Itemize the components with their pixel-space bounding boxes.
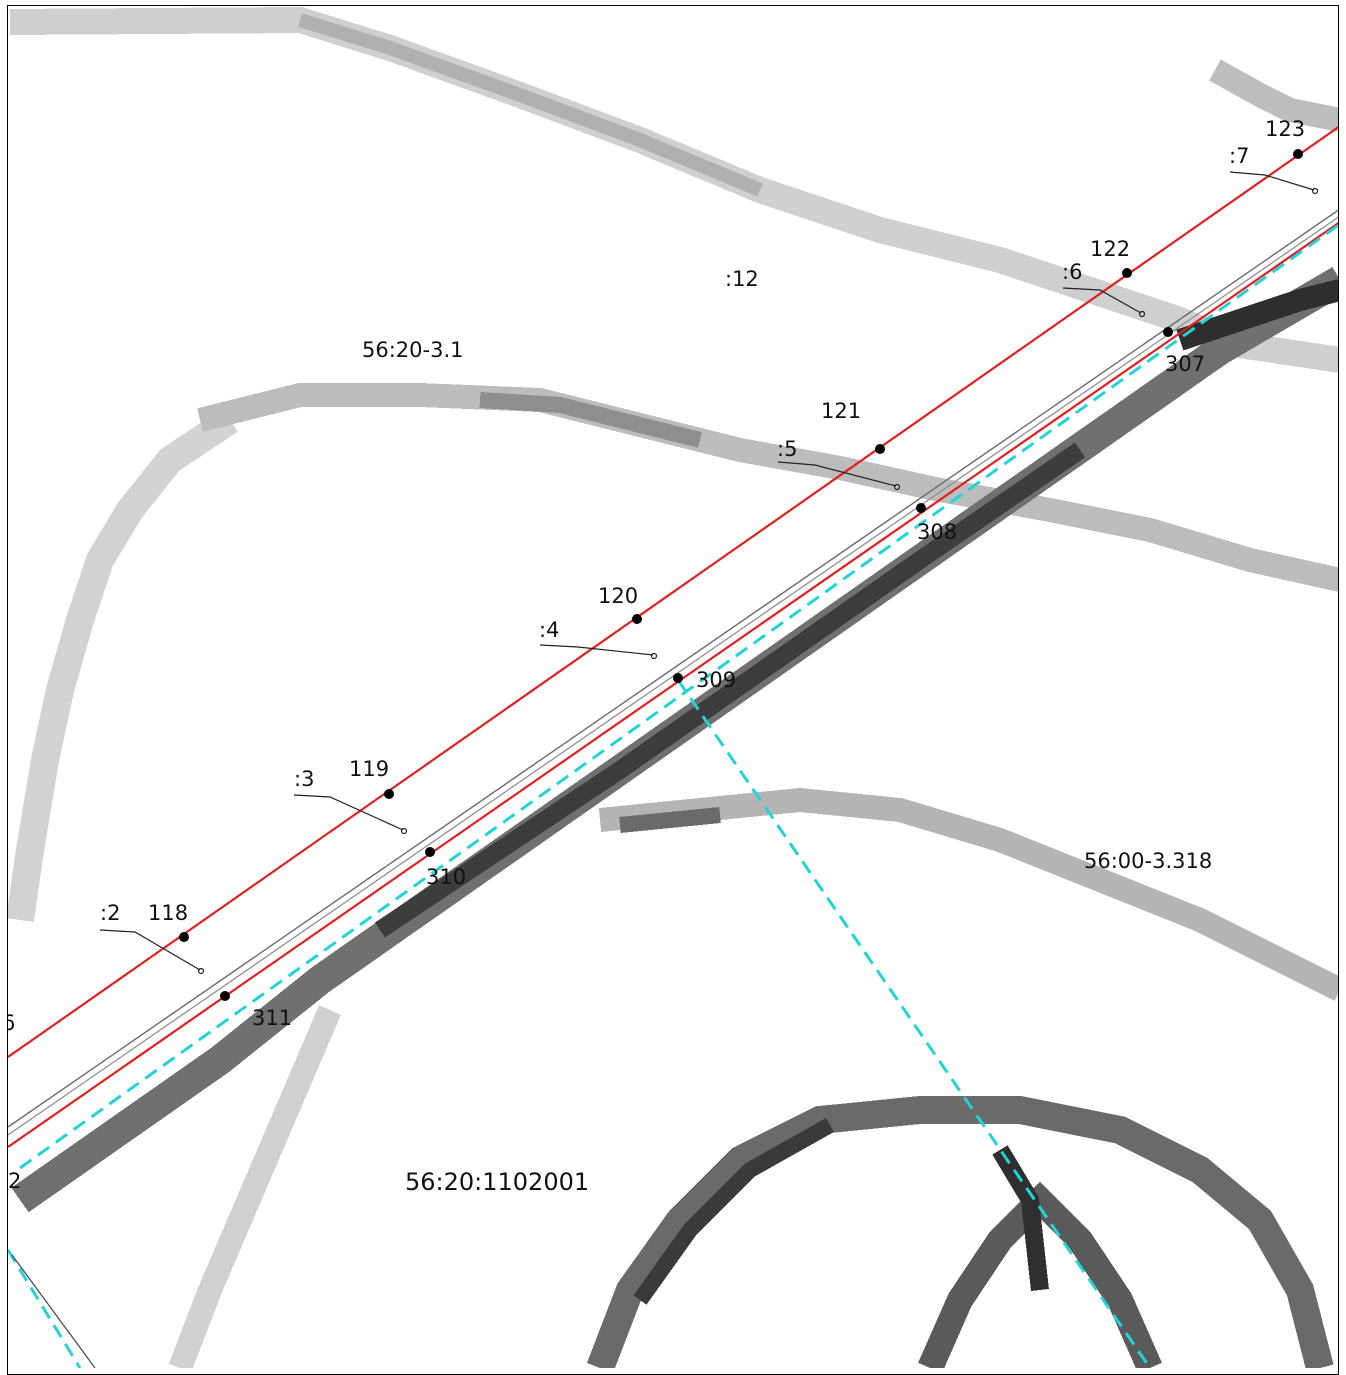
point-label-118: 118 [148, 901, 188, 925]
raster-contour-bottom-arc [586, 1096, 1334, 1368]
vertex-123 [1293, 149, 1303, 159]
boundary-grey-line-1 [8, 209, 1338, 1128]
point-label-309: 309 [696, 668, 736, 692]
sub-label-2: :2 [100, 901, 120, 925]
vertex-120 [632, 614, 642, 624]
point-label-310: 310 [426, 865, 466, 889]
point-label-311: 311 [252, 1006, 292, 1030]
edge-label-left-bottom: 2 [8, 1169, 21, 1193]
vertex-122 [1122, 268, 1132, 278]
boundary-red-upper [8, 126, 1338, 1058]
vertex-311 [220, 991, 230, 1001]
sub-label-6: :6 [1062, 260, 1082, 284]
vertex-118 [179, 932, 189, 942]
vertex-121 [875, 444, 885, 454]
point-label-119: 119 [349, 757, 389, 781]
point-label-307: 307 [1165, 352, 1205, 376]
sub-parcel-leaders [99, 171, 1319, 975]
area-label-zone-56-00-3-318: 56:00-3.318 [1084, 849, 1212, 873]
vertex-309 [673, 673, 683, 683]
vertex-308 [916, 503, 926, 513]
boundary-cyan-dashed [19, 223, 1338, 1170]
sub-label-4: :4 [539, 618, 559, 642]
vertex-307 [1163, 327, 1173, 337]
vertex-points [179, 149, 1303, 1001]
point-label-121: 121 [821, 399, 861, 423]
vertex-119 [384, 789, 394, 799]
area-label-quarter: 56:20:1102001 [405, 1168, 589, 1196]
vertex-310 [425, 847, 435, 857]
area-label-zone-56-20-3-1: 56:20-3.1 [362, 338, 464, 362]
boundary-red-lower [8, 222, 1338, 1148]
raster-contour-top [9, 6, 1338, 373]
point-label-123: 123 [1265, 117, 1305, 141]
area-label-parcel-12: :12 [725, 267, 759, 291]
point-label-122: 122 [1090, 237, 1130, 261]
boundary-cyan-left [8, 1249, 82, 1368]
point-label-120: 120 [598, 584, 638, 608]
sub-label-3: :3 [294, 767, 314, 791]
raster-contour-lower [598, 787, 1338, 1001]
point-label-308: 308 [917, 520, 957, 544]
edge-label-left-top: 6 [2, 1011, 15, 1035]
map-labels: :12 56:20-3.1 56:00-3.318 56:20:1102001 … [2, 117, 1305, 1196]
raster-contour-left-arc [8, 408, 238, 922]
raster-contour-mid [197, 383, 1338, 592]
sub-label-5: :5 [777, 437, 797, 461]
raster-background [8, 6, 1338, 1368]
sub-label-7: :7 [1229, 144, 1249, 168]
boundary-cyan-branch [676, 679, 1152, 1368]
